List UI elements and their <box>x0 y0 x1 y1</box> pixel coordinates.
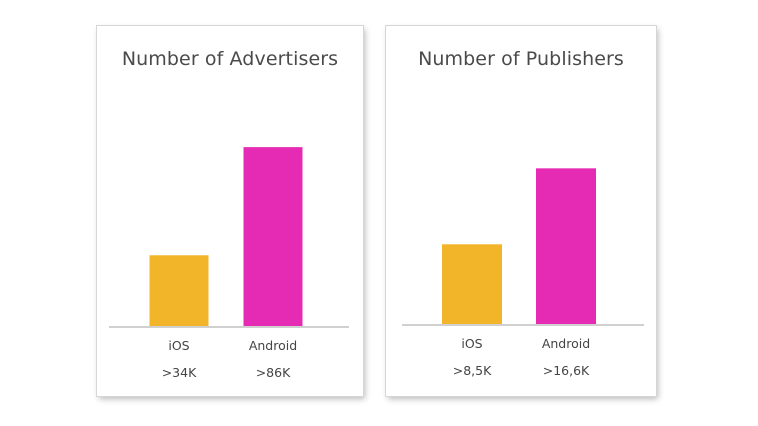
bar-ios <box>442 244 502 324</box>
value-label: >34K <box>162 365 197 380</box>
advertisers-chart-card: Number of Advertisers iOS >34K Android >86K <box>97 26 363 396</box>
category-label: Android <box>542 336 590 351</box>
value-label: >86K <box>256 365 291 380</box>
category-label: Android <box>249 338 297 353</box>
publishers-chart-plot: iOS >8,5K Android >16,6K <box>402 168 644 378</box>
category-label: iOS <box>168 338 189 353</box>
publishers-chart-card: Number of Publishers iOS >8,5K Android >16,… <box>386 26 656 396</box>
value-label: >16,6K <box>543 363 590 378</box>
chart-title: Number of Advertisers <box>121 48 339 70</box>
advertisers-chart-plot: iOS >34K Android >86K <box>109 147 349 380</box>
value-label: >8,5K <box>453 363 492 378</box>
bar-android <box>536 168 596 324</box>
chart-title: Number of Publishers <box>418 48 624 70</box>
bar-ios <box>149 255 209 326</box>
category-label: iOS <box>461 336 482 351</box>
bar-android <box>243 147 303 326</box>
